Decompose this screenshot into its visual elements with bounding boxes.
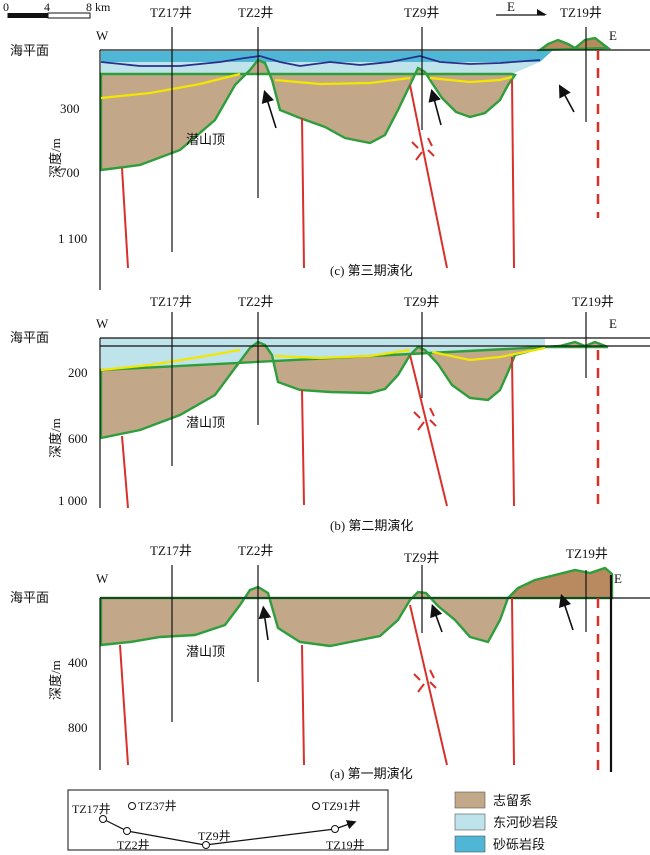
scale-tick-4: 4 [44, 0, 50, 14]
inset-tz17-label: TZ17井 [72, 802, 111, 816]
panel-a: 海平面 W E TZ17井 TZ2井 TZ9井 TZ19井 400 800 深度… [10, 543, 650, 781]
silurian-body [99, 58, 517, 172]
depth-axis-label-c: 深度/m [48, 138, 63, 178]
east-label-a: E [614, 571, 622, 586]
fault-1 [121, 435, 129, 509]
well-tz19-label-a: TZ19井 [566, 546, 608, 561]
depth-tick-a-1: 400 [68, 655, 88, 670]
scale-tick-0: 0 [3, 0, 9, 14]
well-tz19-label-c: TZ19井 [560, 5, 602, 20]
fault-3 [409, 84, 448, 269]
inset-tz19-label: TZ19井 [326, 838, 365, 852]
well-tz2-label-a: TZ2井 [238, 543, 273, 558]
gravel-base-line [100, 55, 541, 67]
panel-c: 海平面 W E TZ17井 TZ2井 TZ9井 TZ19井 300 700 1 … [10, 5, 650, 290]
fault-4 [511, 79, 515, 269]
fault-slip-arrows [413, 669, 437, 693]
fault-1 [121, 167, 129, 269]
caption-a: (a) 第一期演化 [330, 766, 413, 781]
west-label-b: W [96, 316, 109, 331]
depth-tick-b-1: 200 [68, 365, 88, 380]
west-label-a: W [96, 571, 109, 586]
depth-tick-c-1: 300 [60, 101, 80, 116]
sea-level-label-a: 海平面 [10, 590, 49, 605]
east-label-c: E [609, 28, 617, 43]
inset-tz91-label: TZ91井 [322, 799, 361, 813]
fault-2 [301, 644, 305, 766]
depth-tick-b-3: 1 000 [58, 493, 87, 508]
fault-slip-arrows [411, 137, 435, 161]
well-tz17-label-c: TZ17井 [150, 5, 192, 20]
buried-hill-label-a: 潜山顶 [186, 644, 225, 659]
well-tz17-label-b: TZ17井 [150, 294, 192, 309]
inset-map: TZ17井 TZ37井 TZ2井 TZ9井 TZ91井 TZ19井 [67, 789, 389, 852]
sea-level-label-c: 海平面 [10, 43, 49, 58]
well-tz9-label-a: TZ9井 [404, 550, 439, 565]
silurian-high [536, 36, 612, 52]
well-tz17-label-a: TZ17井 [150, 543, 192, 558]
depth-tick-c-2: 700 [60, 165, 80, 180]
sandstone-top-line [100, 346, 546, 372]
sea-level-label-b: 海平面 [10, 330, 49, 345]
caption-c: (c) 第三期演化 [330, 263, 413, 278]
legend-swatch-gravel [454, 835, 486, 853]
depth-tick-c-3: 1 100 [58, 231, 87, 246]
depth-tick-b-2: 600 [68, 431, 88, 446]
direction-label: E [507, 0, 515, 14]
fault-4 [511, 597, 515, 766]
depth-axis-label-b: 深度/m [48, 418, 63, 458]
fault-2 [301, 117, 305, 269]
caption-b: (b) 第二期演化 [330, 518, 413, 533]
legend-label-donghe: 东河砂岩段 [493, 815, 558, 830]
legend-label-gravel: 砂砾岩段 [493, 837, 545, 852]
fault-2 [301, 389, 305, 506]
sandstone-top-line [100, 72, 513, 100]
depth-tick-a-2: 800 [68, 720, 88, 735]
legend-swatch-silurian [454, 791, 486, 809]
well-tz2-label-c: TZ2井 [238, 5, 273, 20]
buried-hill-label-c: 潜山顶 [186, 132, 225, 147]
scale-bar: 0 4 8 km [3, 0, 111, 19]
well-tz9-label-c: TZ9井 [404, 5, 439, 20]
fault-slip-arrows [413, 407, 437, 431]
inset-tz37-label: TZ37井 [138, 799, 177, 813]
fault-4 [511, 356, 515, 507]
inset-tz9-label: TZ9井 [198, 829, 231, 843]
east-label-b: E [609, 316, 617, 331]
inset-tz2-label: TZ2井 [117, 838, 150, 852]
well-tz2-label-b: TZ2井 [238, 294, 273, 309]
fault-3 [409, 354, 448, 507]
silurian-body [99, 340, 546, 440]
silurian-high [505, 566, 614, 600]
well-tz19-label-b: TZ19井 [572, 294, 614, 309]
west-label-c: W [96, 28, 109, 43]
scale-tick-8: 8 km [86, 0, 111, 14]
fault-3 [409, 604, 448, 766]
depth-axis-label-a: 深度/m [48, 660, 63, 700]
well-tz9-label-b: TZ9井 [404, 294, 439, 309]
legend-swatch-donghe [454, 813, 486, 831]
legend-label-silurian: 志留系 [493, 793, 532, 808]
fault-1 [119, 644, 129, 766]
gravel-layer [101, 51, 552, 62]
silurian-body [99, 585, 510, 648]
panel-b: 海平面 W E TZ17井 TZ2井 TZ9井 TZ19井 200 600 1 … [10, 294, 650, 533]
direction-arrow: E [496, 0, 547, 16]
buried-hill-label-b: 潜山顶 [186, 415, 225, 430]
legend: 志留系 东河砂岩段 砂砾岩段 [454, 791, 558, 853]
